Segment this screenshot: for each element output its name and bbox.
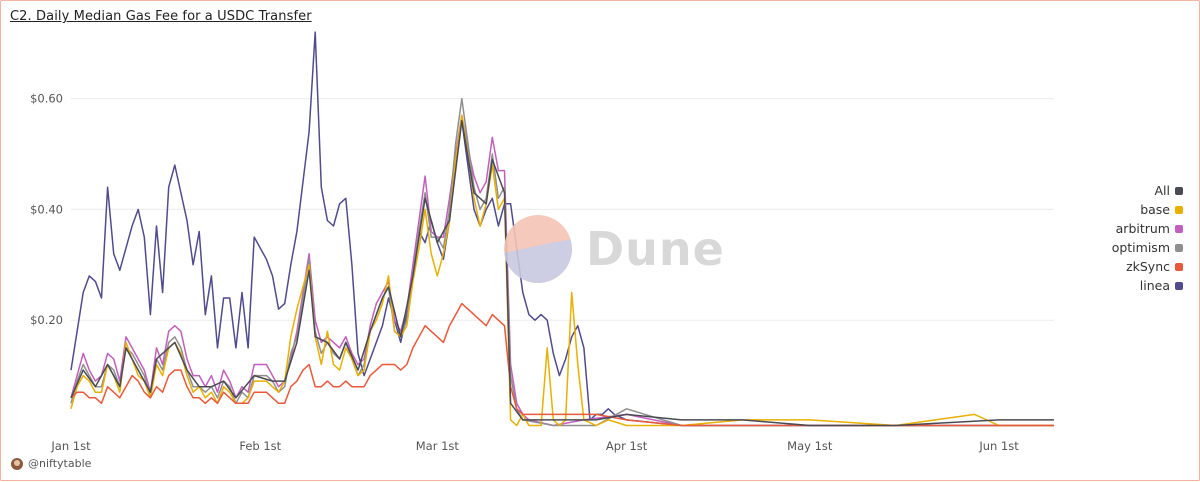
author-credit[interactable]: @niftytable [11,457,91,470]
y-tick-label: $0.40 [30,202,63,216]
author-name: @niftytable [28,457,92,470]
dune-logo-icon [504,215,572,283]
legend-label: arbitrum [1115,221,1170,236]
series-line-zksync[interactable] [70,302,1054,427]
legend-swatch [1175,205,1183,214]
legend-item-optimism[interactable]: optimism [1111,238,1183,257]
legend-label: All [1154,183,1171,198]
legend-item-all[interactable]: All [1111,181,1183,200]
series-line-linea[interactable] [70,31,1054,427]
dune-watermark: Dune [504,215,725,283]
series-line-all[interactable] [70,119,1054,427]
series-line-base[interactable] [70,114,1054,427]
x-tick-label: Mar 1st [416,439,460,453]
avatar [11,457,23,470]
y-tick-label: $0.20 [30,313,63,327]
series-lines [70,31,1054,427]
legend-swatch [1175,262,1183,271]
legend-label: zkSync [1126,259,1170,274]
legend-item-linea[interactable]: linea [1111,276,1183,295]
x-tick-label: May 1st [787,439,833,453]
x-tick-label: Feb 1st [239,439,281,453]
watermark-text: Dune [586,222,725,276]
legend-swatch [1175,186,1183,195]
grid-lines [71,98,1054,321]
x-tick-label: Apr 1st [606,439,648,453]
legend-swatch [1175,243,1183,252]
legend-label: optimism [1111,240,1170,255]
legend-label: base [1140,202,1170,217]
legend-item-zksync[interactable]: zkSync [1111,257,1183,276]
legend-swatch [1175,281,1183,290]
legend-item-arbitrum[interactable]: arbitrum [1111,219,1183,238]
y-tick-label: $0.60 [30,92,63,106]
legend-label: linea [1139,278,1170,293]
legend: All base arbitrum optimism zkSync linea [1111,181,1183,295]
x-tick-label: Jun 1st [978,439,1019,453]
x-axis: Jan 1st Feb 1st Mar 1st Apr 1st May 1st Jun 1… [50,439,1019,453]
y-axis: $0.20 $0.40 $0.60 [30,92,63,328]
legend-swatch [1175,224,1183,233]
x-tick-label: Jan 1st [50,439,91,453]
series-line-arbitrum[interactable] [70,114,1054,427]
legend-item-base[interactable]: base [1111,200,1183,219]
chart-title[interactable]: C2. Daily Median Gas Fee for a USDC Tran… [10,9,312,24]
